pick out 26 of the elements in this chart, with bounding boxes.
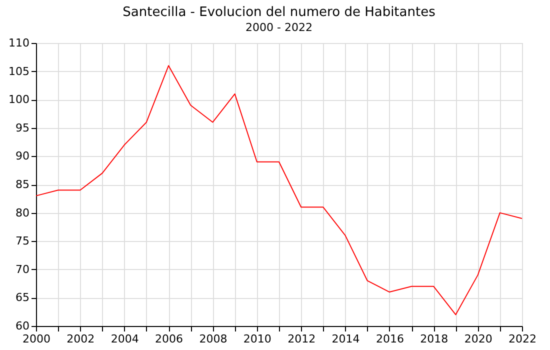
x-tick-label: 2000 bbox=[22, 332, 50, 346]
y-tick-label: 60 bbox=[16, 320, 30, 332]
x-tick-label: 2006 bbox=[155, 332, 184, 346]
x-tick-label: 2010 bbox=[243, 332, 272, 346]
y-tick-label: 105 bbox=[8, 64, 30, 78]
chart-subtitle: 2000 - 2022 bbox=[246, 21, 312, 34]
x-tick-label: 2002 bbox=[66, 332, 95, 346]
chart-title: Santecilla - Evolucion del numero de Habitantes bbox=[122, 5, 436, 20]
x-tick-label: 2008 bbox=[199, 332, 228, 346]
y-tick-label: 95 bbox=[16, 121, 30, 134]
x-tick-label: 2022 bbox=[508, 332, 536, 346]
y-tick-label: 75 bbox=[16, 234, 30, 248]
y-tick-label: 110 bbox=[8, 36, 30, 50]
x-tick-label: 2014 bbox=[332, 332, 360, 346]
y-tick-label: 100 bbox=[8, 93, 30, 106]
y-tick-label: 85 bbox=[16, 178, 30, 191]
y-tick-label: 65 bbox=[16, 291, 30, 304]
line-series bbox=[36, 65, 522, 316]
x-tick-label: 2020 bbox=[464, 332, 492, 346]
y-tick-label: 90 bbox=[16, 150, 30, 163]
y-tick-label: 70 bbox=[16, 262, 30, 276]
x-tick-label: 2018 bbox=[420, 332, 448, 346]
x-tick-label: 2012 bbox=[288, 332, 316, 346]
x-tick-label: 2016 bbox=[376, 332, 404, 346]
y-tick-label: 80 bbox=[16, 206, 30, 220]
x-tick-label: 2004 bbox=[110, 332, 139, 346]
